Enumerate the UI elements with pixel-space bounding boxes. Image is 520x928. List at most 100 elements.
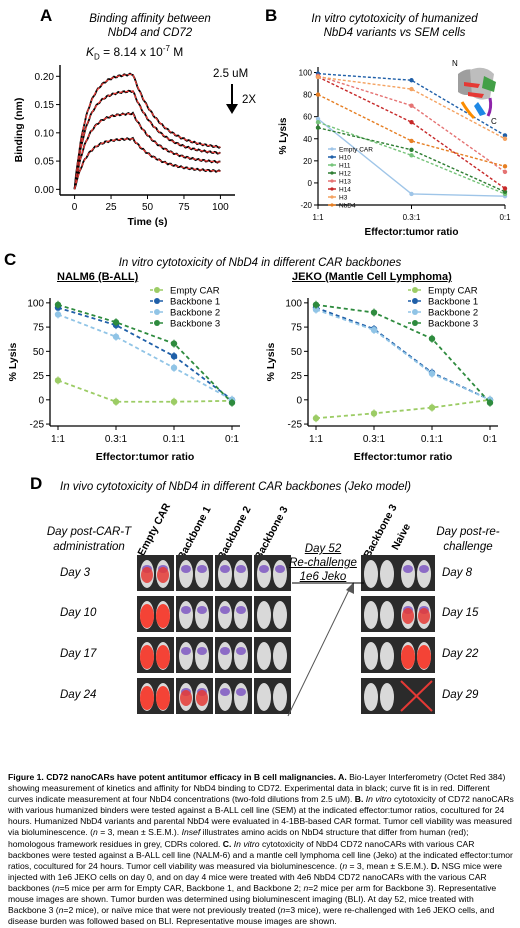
panel-c-left-subtitle: NALM6 (B-ALL) bbox=[57, 271, 139, 283]
mouse-silhouette bbox=[380, 601, 394, 629]
y-tick-label: 0.05 bbox=[35, 157, 55, 168]
data-point bbox=[428, 335, 436, 342]
mouse-silhouette bbox=[195, 560, 209, 588]
legend-marker bbox=[330, 163, 334, 167]
data-point bbox=[370, 309, 378, 316]
data-point bbox=[409, 138, 414, 144]
caption-d-n3: n bbox=[58, 905, 64, 916]
caption-c-text2: = 3, mean ± S.E.M.). bbox=[347, 860, 431, 871]
series-line bbox=[317, 121, 506, 195]
y-tick-label: 0.15 bbox=[35, 100, 55, 111]
y-tick-label: 0 bbox=[38, 395, 44, 406]
y-tick-label: 0 bbox=[296, 395, 302, 406]
data-point bbox=[315, 92, 321, 97]
mouse-silhouette bbox=[218, 683, 232, 711]
mouse-silhouette bbox=[364, 642, 378, 670]
mouse-tile bbox=[254, 637, 291, 673]
x-axis-label: Effector:tumor ratio bbox=[354, 451, 453, 463]
series-line bbox=[57, 379, 233, 403]
binding-fit-curve bbox=[73, 73, 221, 190]
x-tick-label: 0 bbox=[72, 202, 78, 213]
rechallenge-day-label-8: Day 8 bbox=[442, 567, 473, 579]
mouse-silhouette bbox=[257, 683, 271, 711]
caption-c-label: C. bbox=[222, 838, 234, 849]
mouse-tile bbox=[215, 555, 252, 591]
y-tick-label: 0 bbox=[308, 179, 313, 188]
legend-marker bbox=[154, 309, 160, 315]
bli-signal bbox=[418, 608, 430, 624]
data-point bbox=[370, 326, 378, 334]
x-tick-label: 75 bbox=[178, 202, 190, 213]
mouse-silhouette bbox=[257, 560, 271, 588]
mouse-silhouette bbox=[273, 683, 287, 711]
legend-entry: H12 bbox=[339, 171, 351, 178]
bli-signal bbox=[197, 647, 207, 655]
panel-c-label: C bbox=[4, 250, 17, 269]
inset-c-label: C bbox=[491, 117, 497, 126]
bli-signal bbox=[417, 645, 431, 669]
kd-unit: M bbox=[169, 45, 184, 59]
caption-b-italic: In vitro bbox=[365, 794, 392, 805]
legend-marker bbox=[412, 298, 418, 304]
caption-d-label: D. bbox=[430, 860, 442, 871]
mouse-tile bbox=[361, 637, 398, 673]
rechallenge-note-line2: Re-challenge bbox=[289, 557, 357, 569]
bli-signal bbox=[275, 565, 285, 573]
data-point bbox=[502, 164, 508, 169]
legend-marker bbox=[154, 287, 160, 293]
y-tick-label: 75 bbox=[33, 323, 45, 334]
data-point bbox=[170, 340, 178, 347]
caption-c-italic: In vitro bbox=[233, 838, 260, 849]
bli-signal bbox=[156, 645, 170, 669]
deceased-cross-icon bbox=[400, 680, 433, 712]
legend-marker bbox=[154, 320, 160, 326]
y-axis-label: % Lysis bbox=[7, 342, 19, 381]
mouse-silhouette bbox=[218, 642, 232, 670]
caption-a-text: Bio-Layer Interferometry (Octet Red 384)… bbox=[8, 772, 506, 805]
bli-signal bbox=[197, 565, 207, 573]
bli-signal bbox=[403, 565, 413, 573]
data-point bbox=[428, 370, 436, 377]
data-point bbox=[409, 78, 414, 83]
legend-entry: Backbone 3 bbox=[170, 319, 220, 330]
conc-dilution-label: 2X bbox=[242, 94, 257, 106]
panel-b-title-line1: In vitro cytotoxicity of humanized bbox=[311, 13, 478, 25]
legend-marker bbox=[330, 147, 334, 151]
bli-signal bbox=[180, 690, 192, 706]
mouse-silhouette bbox=[401, 560, 415, 588]
figure-caption: Figure 1. CD72 nanoCARs have potent anti… bbox=[8, 772, 514, 927]
legend-entry: Backbone 3 bbox=[428, 319, 478, 330]
kd-value: = 8.14 x 10 bbox=[99, 45, 163, 59]
day-label-17: Day 17 bbox=[60, 648, 97, 660]
rechallenge-arrow-icon bbox=[287, 582, 364, 717]
chart-a-bli: 0.00 0.05 0.10 0.15 0.20 0 25 50 75 100 Time (s) Bi… bbox=[13, 65, 235, 228]
down-arrow-icon bbox=[226, 84, 238, 114]
panel-d-left-header-line2: administration bbox=[53, 541, 125, 553]
kd-subscript: D bbox=[94, 52, 100, 62]
caption-b-text: cytotoxicity of CD72 nanoCARs with vario… bbox=[8, 794, 514, 838]
mouse-silhouette bbox=[234, 560, 248, 588]
mouse-tile bbox=[137, 596, 174, 632]
mouse-tile bbox=[361, 555, 398, 591]
panel-c-right-subtitle: JEKO (Mantle Cell Lymphoma) bbox=[292, 271, 452, 283]
bli-signal bbox=[236, 688, 246, 696]
legend-entry: Backbone 2 bbox=[428, 308, 478, 319]
panel-d-label: D bbox=[30, 474, 43, 493]
bli-signal bbox=[156, 686, 170, 710]
day-label-3: Day 3 bbox=[60, 567, 91, 579]
chart-c-jeko: -25 0 25 50 75 100 1:1 0.3:1 0.1:1 0:1 Effector:tu… bbox=[265, 286, 498, 463]
kd-annotation: KD = 8.14 x 10-7 M bbox=[86, 44, 183, 61]
rechallenge-day-label-29: Day 29 bbox=[442, 689, 479, 701]
caption-d-text2: =5 mice per arm for Empty CAR, Backbone … bbox=[59, 882, 304, 893]
series-line bbox=[315, 303, 491, 404]
binding-fit-curve bbox=[73, 138, 221, 190]
mouse-tile bbox=[254, 678, 291, 714]
mouse-silhouette bbox=[380, 683, 394, 711]
mouse-silhouette bbox=[234, 642, 248, 670]
mouse-silhouette bbox=[234, 601, 248, 629]
caption-b-text3: illustrates amino acids on NbD4 structur… bbox=[8, 827, 469, 849]
x-tick-label: 1:1 bbox=[312, 213, 324, 222]
y-tick-label: 100 bbox=[27, 298, 44, 309]
bli-mouse-image-grid bbox=[137, 555, 435, 714]
legend-marker bbox=[330, 155, 334, 159]
